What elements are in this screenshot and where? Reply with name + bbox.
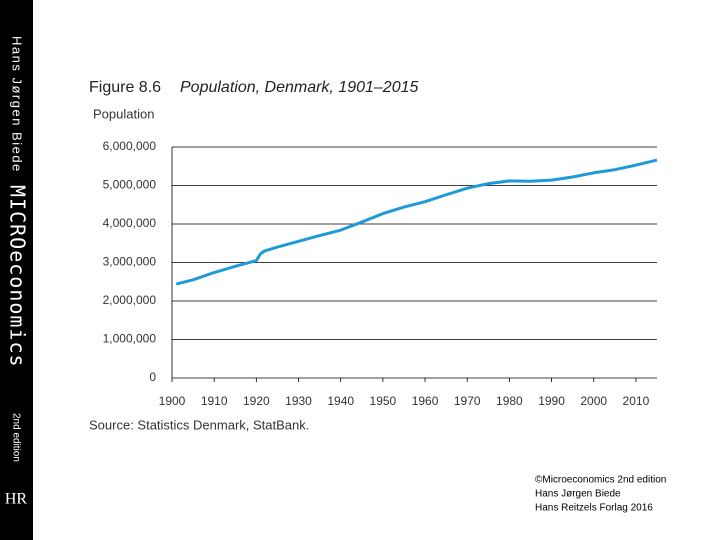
y-tick-label: 5,000,000 (103, 178, 157, 192)
source: Source: Statistics Denmark, StatBank. (89, 417, 309, 432)
logo: HR (5, 491, 28, 508)
x-tick-label: 2000 (580, 394, 607, 408)
y-tick-label: 3,000,000 (103, 255, 157, 269)
x-tick-label: 1910 (201, 394, 228, 408)
x-tick-label: 1950 (370, 394, 397, 408)
x-tick-label: 1930 (285, 394, 312, 408)
figure-label: Figure 8.6 (89, 79, 161, 96)
x-tick-label: 1920 (243, 394, 270, 408)
edition: 2nd edition (10, 413, 21, 462)
x-tick-label: 2010 (623, 394, 650, 408)
y-tick-label: 4,000,000 (103, 216, 157, 230)
x-tick-label: 1900 (159, 394, 186, 408)
sidebar (0, 0, 33, 540)
credit: ©Microeconomics 2nd edition (535, 475, 666, 486)
y-tick-label: 6,000,000 (103, 139, 157, 153)
x-tick-label: 1980 (496, 394, 523, 408)
y-tick-label: 0 (149, 370, 156, 384)
x-tick-label: 1940 (327, 394, 354, 408)
x-tick-label: 1990 (538, 394, 565, 408)
y-tick-label: 1,000,000 (103, 332, 157, 346)
data-line (175, 158, 658, 286)
author: Hans Jørgen Biede (10, 36, 25, 173)
book-title: MICROeconomics (6, 185, 30, 368)
x-tick-label: 1960 (412, 394, 439, 408)
credit: Hans Jørgen Biede (535, 489, 621, 500)
x-tick-label: 1970 (454, 394, 481, 408)
chart-title: Population, Denmark, 1901–2015 (180, 79, 418, 96)
credit: Hans Reitzels Forlag 2016 (535, 503, 653, 514)
y-axis-label: Population (93, 106, 154, 121)
y-tick-label: 2,000,000 (103, 293, 157, 307)
